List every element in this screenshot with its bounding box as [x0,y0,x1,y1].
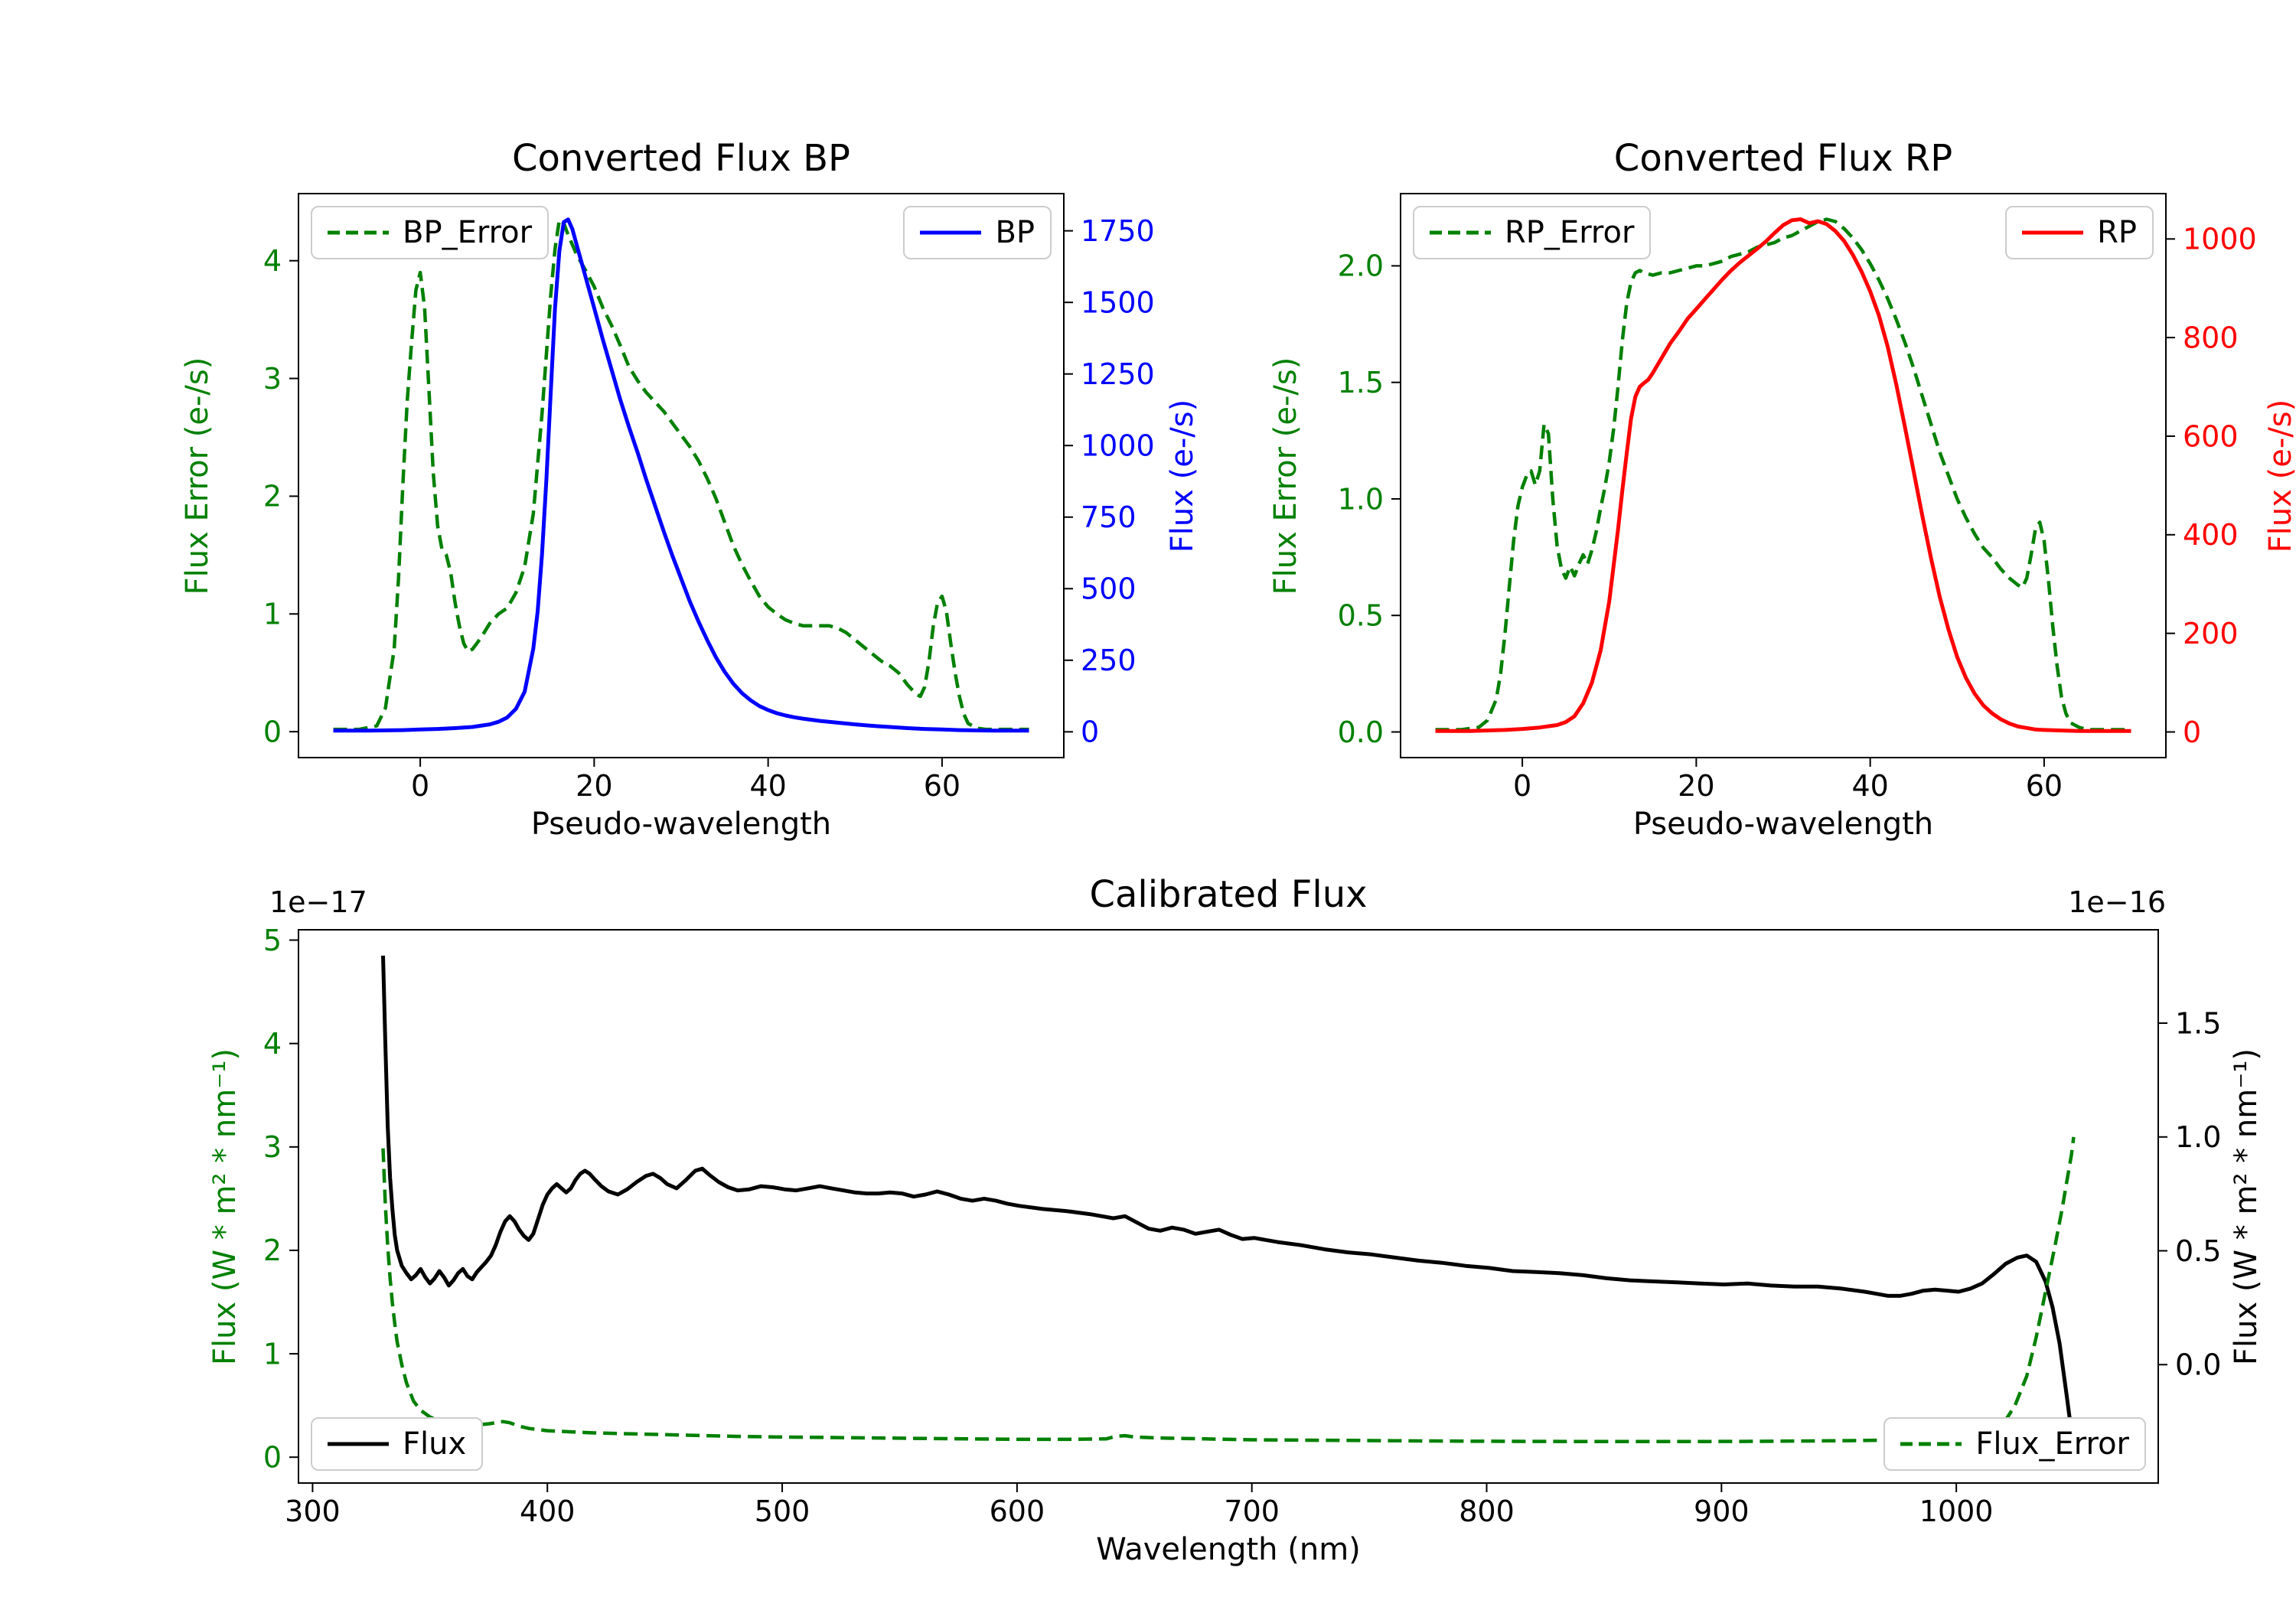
x-axis-label-bp: Pseudo-wavelength [530,807,832,842]
y-tick-label-right: 0.0 [2175,1348,2221,1382]
y-tick-label-left: 1.5 [1338,366,1384,399]
chart-title-rp: Converted Flux RP [1613,137,1953,180]
legend-flux-error: Flux_Error [1883,1417,2146,1471]
x-tick-label: 60 [2026,769,2063,803]
x-tick-label: 700 [1224,1495,1280,1528]
series-BP_Error [333,217,1029,732]
y-axis-offset-right: 1e−16 [2068,885,2166,919]
legend-line-sample-flux [328,1442,389,1446]
x-axis-label-calibrated: Wavelength (nm) [1096,1532,1361,1567]
y-tick-label-right: 250 [1081,644,1137,677]
axes-calibrated-flux: Calibrated Flux 1e−17 1e−16 300 400 500 600… [207,873,2264,1567]
y-tick-label-left: 3 [263,362,282,396]
legend-rp-error: RP_Error [1413,206,1652,259]
y-tick-label-left: 0 [263,1441,282,1475]
x-tick-label: 500 [755,1495,810,1528]
y-tick-label-right: 200 [2183,617,2239,650]
x-tick-label: 300 [285,1495,341,1528]
y-tick-label-left: 0.0 [1338,715,1384,749]
x-axis-label-rp: Pseudo-wavelength [1632,807,1934,842]
y-tick-label-right: 800 [2183,321,2239,354]
y-tick-label-right: 1500 [1081,285,1155,319]
x-tick-label: 60 [924,769,960,803]
y-axis-label-left-calibrated: Flux (W * m² * nm⁻¹) [207,1048,243,1365]
legend-line-sample-rp [2022,230,2084,235]
legend-label-bp: BP [995,215,1035,250]
x-tick-label: 900 [1694,1495,1750,1528]
y-tick-label-right: 0 [1081,715,1099,749]
x-tick-label: 1000 [1919,1495,1994,1528]
legend-flux: Flux [311,1417,484,1471]
plot-area-calibrated: 300 400 500 600 700 800 900 1000 0 1 2 3 4 5 0.0 0.5 1.0… [263,924,2222,1528]
legend-line-sample-flux-error [1900,1442,1962,1446]
y-tick-label-right: 1.5 [2175,1006,2221,1040]
y-axis-label-right-calibrated: Flux (W * m² * nm⁻¹) [2229,1048,2264,1365]
y-tick-label-left: 5 [263,924,282,957]
legend-line-sample-bp-error [328,230,389,235]
legend-label-flux: Flux [403,1426,467,1462]
legend-label-flux-error: Flux_Error [1975,1426,2129,1462]
x-tick-label: 20 [1678,769,1714,803]
y-tick-label-right: 400 [2183,518,2239,552]
legend-label-rp-error: RP_Error [1505,215,1635,250]
y-tick-label-right: 0 [2183,715,2201,749]
x-tick-label: 600 [990,1495,1045,1528]
y-tick-label-right: 750 [1081,500,1137,534]
x-tick-label: 40 [1851,769,1888,803]
legend-bp-error: BP_Error [311,206,550,259]
legend-label-rp: RP [2097,215,2137,250]
x-tick-label: 0 [411,769,429,803]
y-tick-label-right: 600 [2183,419,2239,453]
y-axis-label-left-rp: Flux Error (e-/s) [1268,357,1303,595]
y-axis-label-left-bp: Flux Error (e-/s) [180,357,215,595]
x-tick-label: 800 [1459,1495,1515,1528]
x-tick-label: 40 [749,769,786,803]
series-Flux [381,955,2076,1452]
legend-rp: RP [2005,206,2154,259]
y-tick-label-left: 4 [263,1027,282,1061]
y-axis-label-right-rp: Flux (e-/s) [2263,399,2296,553]
axes-spines [1400,193,2167,758]
y-tick-label-left: 1 [263,598,282,631]
y-tick-label-left: 1.0 [1338,482,1384,516]
y-tick-label-left: 2.0 [1338,249,1384,283]
y-axis-label-right-bp: Flux (e-/s) [1165,399,1200,553]
axes-spines [298,929,2159,1484]
legend-bp: BP [903,206,1052,259]
series-RP_Error [1435,217,2131,732]
y-tick-label-right: 1750 [1081,214,1155,248]
y-axis-offset-left: 1e−17 [269,885,367,919]
y-tick-label-left: 1 [263,1337,282,1371]
axes-converted-flux-bp: Converted Flux BP 0 20 40 60 0 1 2 3 4 0 250 500 750… [180,137,1200,842]
series-RP [1435,217,2131,733]
y-tick-label-left: 0.5 [1338,599,1384,633]
axes-converted-flux-rp: Converted Flux RP 0 20 40 60 0.0 0.5 1.0 1.5 2.0… [1268,137,2296,842]
y-tick-label-left: 2 [263,1234,282,1267]
y-tick-label-right: 0.5 [2175,1234,2221,1268]
y-tick-label-right: 500 [1081,572,1137,606]
axes-spines [298,193,1065,758]
x-tick-label: 0 [1513,769,1531,803]
chart-title-bp: Converted Flux BP [512,137,850,180]
y-tick-label-right: 1250 [1081,357,1155,391]
chart-title-calibrated: Calibrated Flux [1089,873,1368,916]
plot-area-rp: 0 20 40 60 0.0 0.5 1.0 1.5 2.0 0 200 400 600 800 1000 [1338,193,2257,803]
y-tick-label-right: 1000 [2183,223,2257,256]
y-tick-label-left: 3 [263,1130,282,1164]
x-tick-label: 20 [576,769,612,803]
legend-label-bp-error: BP_Error [403,215,533,250]
y-tick-label-right: 1000 [1081,429,1155,463]
x-tick-label: 400 [520,1495,576,1528]
y-tick-label-left: 0 [263,715,282,748]
y-tick-label-right: 1.0 [2175,1120,2221,1154]
legend-line-sample-rp-error [1430,230,1491,235]
series-BP [333,217,1029,733]
y-tick-label-left: 4 [263,244,282,278]
legend-line-sample-bp [920,230,982,235]
y-tick-label-left: 2 [263,480,282,513]
